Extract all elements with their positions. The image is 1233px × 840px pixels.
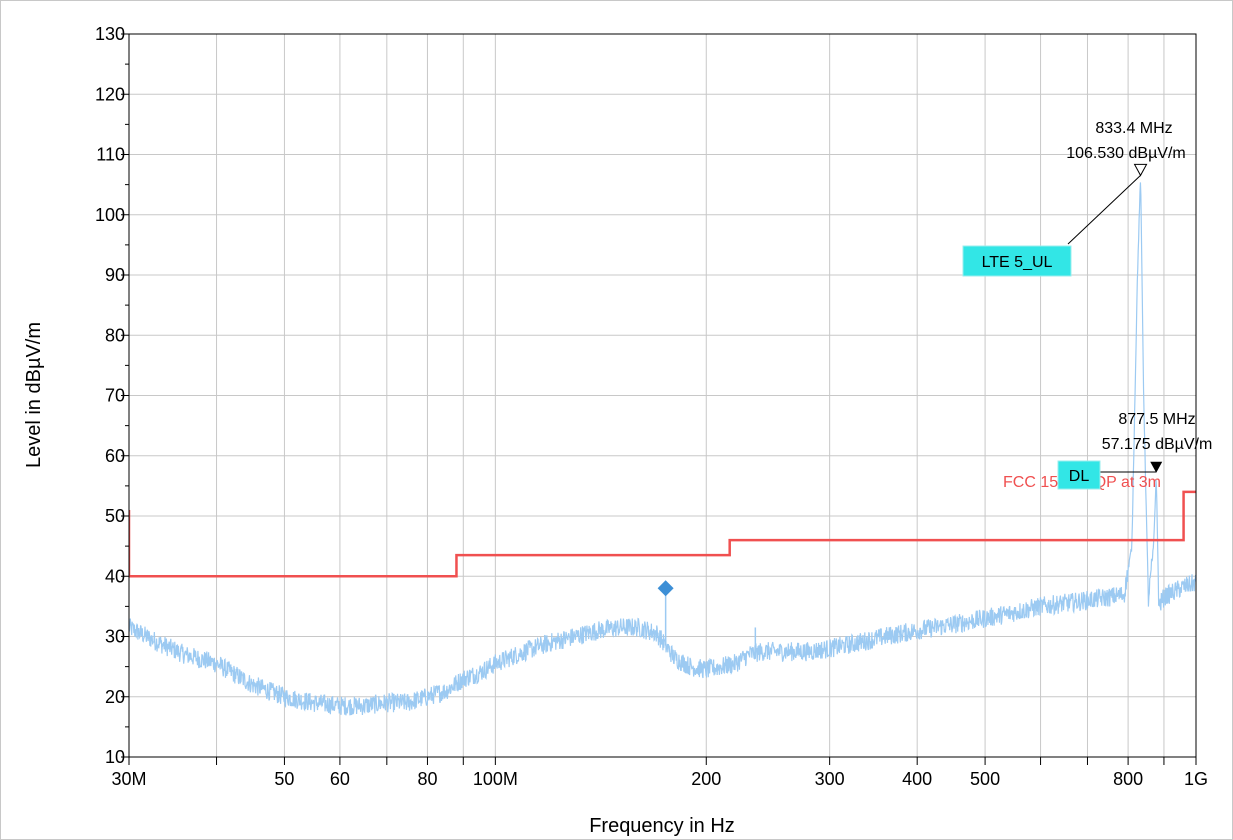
axis-ticks-group: 10 20 30 40 50 60 70 80 90 100 110 120 130 30M 50 60 80 1… [95, 24, 1208, 789]
limit-line-group [129, 490, 1196, 578]
x-tick-label: 200 [691, 769, 721, 789]
dl-marker-frequency: 877.5 MHz [1118, 411, 1195, 428]
y-tick-label: 70 [105, 386, 125, 406]
x-tick-label: 400 [902, 769, 932, 789]
dl-marker-level: 57.175 dBµV/m [1102, 436, 1213, 453]
y-tick-label: 40 [105, 566, 125, 586]
x-tick-label: 100M [473, 769, 518, 789]
lte-leader-line [1067, 175, 1141, 245]
y-tick-label: 60 [105, 446, 125, 466]
y-tick-label: 30 [105, 627, 125, 647]
y-tick-label: 90 [105, 265, 125, 285]
x-tick-label: 800 [1113, 769, 1143, 789]
lte-marker-frequency: 833.4 MHz [1095, 120, 1172, 137]
y-axis-title: Level in dBµV/m [23, 322, 45, 468]
lte-marker-triangle [1133, 163, 1148, 177]
dl-label-text: DL [1069, 468, 1090, 485]
lte-marker-level: 106.530 dBµV/m [1066, 145, 1186, 162]
measurement-trace-group [129, 182, 1196, 716]
dl-marker-triangle [1150, 461, 1163, 473]
limit-line [129, 490, 1196, 578]
x-tick-label: 1G [1184, 769, 1208, 789]
x-tick-label: 50 [274, 769, 294, 789]
y-tick-label: 110 [96, 145, 125, 165]
y-tick-label: 10 [105, 747, 125, 767]
x-axis-title: Frequency in Hz [589, 815, 735, 837]
x-tick-label: 300 [815, 769, 845, 789]
y-tick-label: 50 [105, 506, 125, 526]
x-tick-label: 60 [330, 769, 350, 789]
x-tick-label: 500 [970, 769, 1000, 789]
x-tick-label: 30M [111, 769, 146, 789]
y-tick-label: 130 [95, 24, 125, 44]
y-tick-label: 120 [95, 84, 125, 104]
y-tick-label: 20 [105, 687, 125, 707]
diamond-marker [657, 580, 674, 597]
y-tick-label: 100 [95, 205, 125, 225]
measurement-trace [129, 182, 1196, 716]
lte-label-text: LTE 5_UL [982, 254, 1053, 271]
y-tick-label: 80 [105, 325, 125, 345]
x-tick-label: 80 [417, 769, 437, 789]
dl-label-box [1057, 460, 1101, 490]
lte-label-box [962, 245, 1072, 277]
